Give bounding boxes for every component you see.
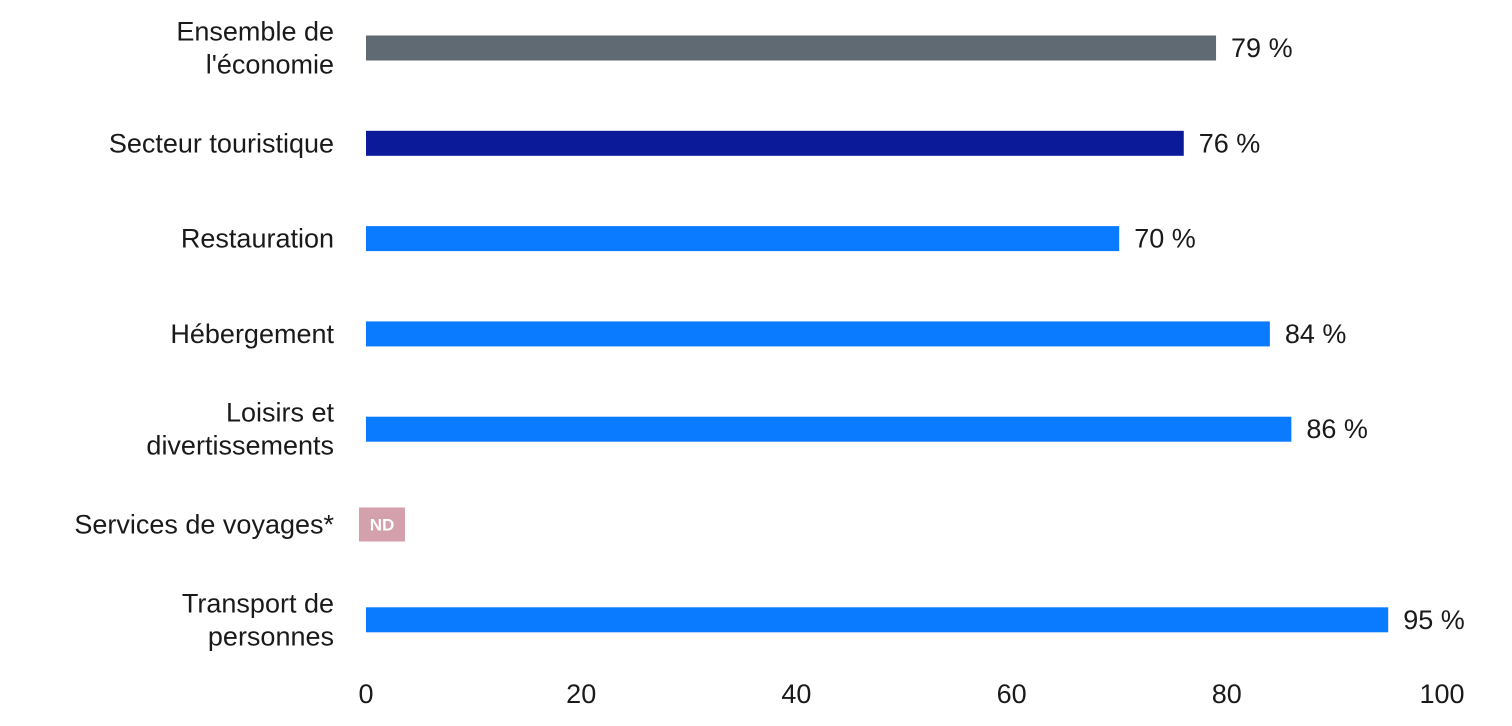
category-label: Loisirs et divertissements xyxy=(146,398,334,461)
bar xyxy=(366,607,1389,633)
x-tick-label: 20 xyxy=(566,679,596,709)
bar xyxy=(366,226,1120,252)
category-label: Secteur touristique xyxy=(109,128,334,158)
x-tick-label: 40 xyxy=(781,679,811,709)
category-label: Hébergement xyxy=(170,319,334,349)
x-tick-label: 80 xyxy=(1212,679,1242,709)
value-label: 76 % xyxy=(1199,128,1261,158)
value-label: 70 % xyxy=(1134,224,1196,254)
bar xyxy=(366,416,1292,442)
category-label: Transport de personnes xyxy=(182,588,334,651)
bars xyxy=(359,35,1389,633)
x-tick-label: 0 xyxy=(358,679,373,709)
value-label: 95 % xyxy=(1403,605,1465,635)
category-label: Ensemble de l'économie xyxy=(176,17,334,80)
bar xyxy=(366,35,1217,61)
value-label: 79 % xyxy=(1231,33,1293,63)
value-label: 86 % xyxy=(1306,414,1368,444)
value-labels: 79 % 76 % 70 % 84 % 86 % ND 95 % xyxy=(370,33,1465,635)
bar xyxy=(366,321,1270,347)
x-axis-ticks: 0 20 40 60 80 100 xyxy=(358,679,1464,709)
bar xyxy=(366,130,1184,156)
category-label: Services de voyages* xyxy=(74,510,334,540)
nd-label: ND xyxy=(370,516,395,535)
category-label: Restauration xyxy=(181,224,334,254)
nd-badge xyxy=(359,507,405,542)
value-label: 84 % xyxy=(1285,319,1347,349)
category-labels: Ensemble de l'économie Secteur touristique… xyxy=(74,17,334,652)
x-tick-label: 100 xyxy=(1419,679,1464,709)
x-tick-label: 60 xyxy=(997,679,1027,709)
